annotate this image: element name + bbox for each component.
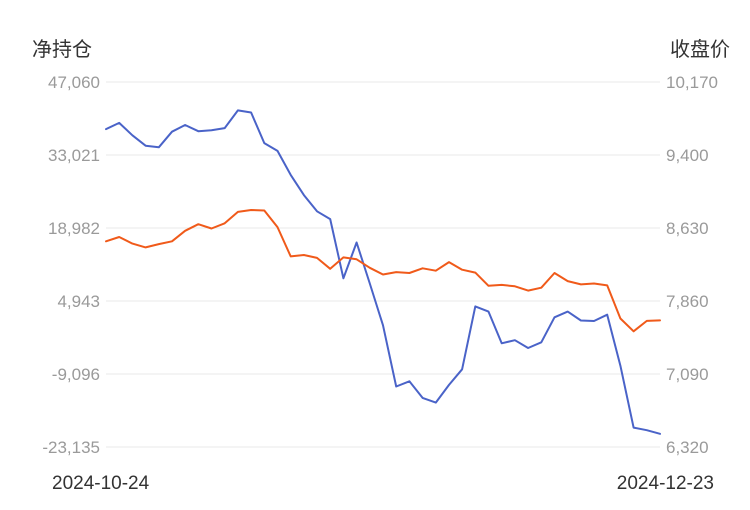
- net-position-line: [105, 109, 661, 435]
- left-axis-title: 净持仓: [32, 37, 92, 61]
- gridlines: [106, 81, 660, 448]
- left-tick-label: 47,060: [48, 73, 100, 92]
- right-tick-label: 10,170: [666, 73, 718, 92]
- right-tick-label: 7,090: [666, 365, 709, 384]
- left-tick-label: -9,096: [52, 365, 100, 384]
- right-tick-label: 9,400: [666, 146, 709, 165]
- right-tick-label: 8,630: [666, 219, 709, 238]
- left-tick-labels: 47,060 33,021 18,982 4,943 -9,096 -23,135: [42, 73, 100, 457]
- right-tick-label: 6,320: [666, 438, 709, 457]
- right-tick-label: 7,860: [666, 292, 709, 311]
- left-tick-label: 4,943: [57, 292, 100, 311]
- x-start-date-label: 2024-10-24: [52, 473, 150, 494]
- x-end-date-label: 2024-12-23: [617, 473, 714, 494]
- left-tick-label: 33,021: [48, 146, 100, 165]
- left-tick-label: -23,135: [42, 438, 100, 457]
- left-tick-label: 18,982: [48, 219, 100, 238]
- right-tick-labels: 10,170 9,400 8,630 7,860 7,090 6,320: [666, 73, 718, 457]
- right-axis-title: 收盘价: [670, 37, 730, 61]
- series-lines: [105, 109, 661, 435]
- close-price-line: [105, 209, 661, 333]
